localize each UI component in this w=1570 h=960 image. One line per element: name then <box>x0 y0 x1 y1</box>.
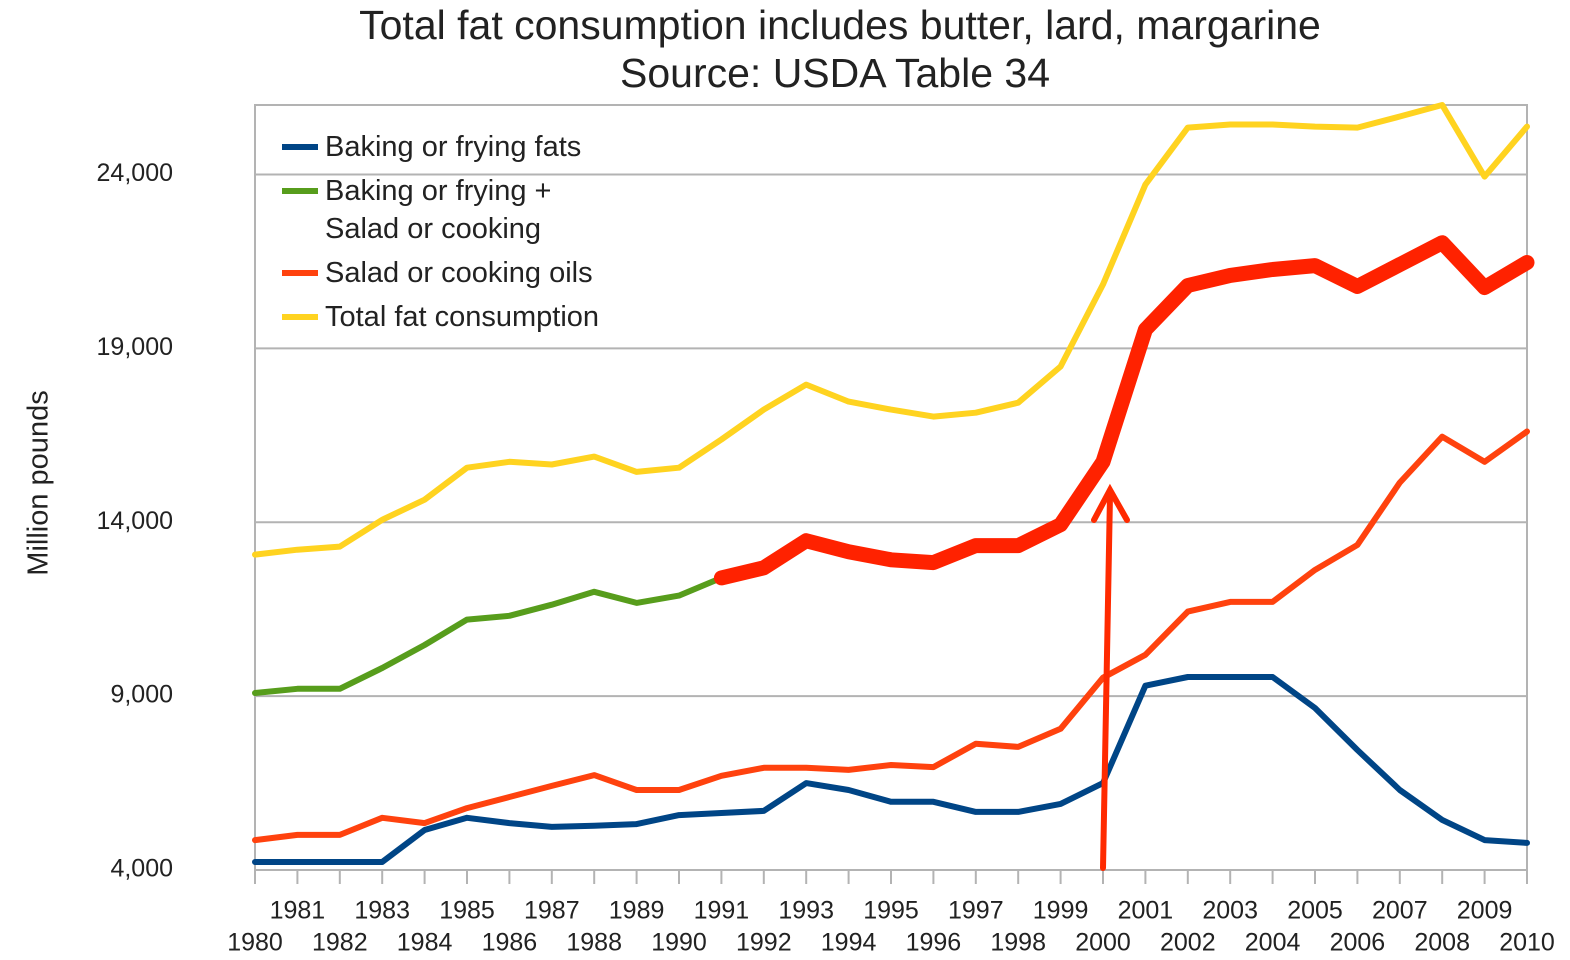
x-tick-label: 1993 <box>778 897 834 925</box>
legend: Baking or frying fats Baking or frying + … <box>280 128 599 342</box>
x-tick-label: 2007 <box>1372 897 1428 925</box>
legend-label: Baking or frying fats <box>325 131 582 163</box>
x-tick-label: 1999 <box>1033 897 1089 925</box>
legend-label: Total fat consumption <box>325 301 600 333</box>
x-tick-label: 2010 <box>1499 929 1555 957</box>
legend-label: Salad or cooking oils <box>325 257 593 289</box>
y-tick-label: 19,000 <box>97 333 173 361</box>
x-tick-label: 1998 <box>990 929 1046 957</box>
x-tick-label: 2002 <box>1160 929 1216 957</box>
y-tick-label: 9,000 <box>110 681 173 709</box>
series-line <box>252 428 1530 844</box>
x-tick-label: 1981 <box>270 897 326 925</box>
x-tick-label: 2004 <box>1245 929 1301 957</box>
x-tick-label: 1994 <box>821 929 877 957</box>
x-tick-label: 2005 <box>1287 897 1343 925</box>
legend-item: Baking or frying fats <box>280 128 599 166</box>
x-tick-label: 2009 <box>1457 897 1513 925</box>
legend-swatch <box>282 270 318 276</box>
arrow-head <box>1091 483 1130 523</box>
marks: 4,000 9,000 14,000 19,000 24,000 1980 1981 1982… <box>97 102 1555 957</box>
x-tick-label: 1989 <box>609 897 665 925</box>
x-tick-label: 1995 <box>863 897 919 925</box>
chart-subtitle: Source: USDA Table 34 <box>620 50 1050 96</box>
x-tick-label: 1983 <box>354 897 410 925</box>
x-tick-label: 2001 <box>1118 897 1174 925</box>
x-tick-label: 1986 <box>482 929 538 957</box>
x-tick-label: 1988 <box>566 929 622 957</box>
x-tick-label: 1992 <box>736 929 792 957</box>
x-tick-label: 1985 <box>439 897 495 925</box>
x-tick-label: 1987 <box>524 897 580 925</box>
series-line <box>252 674 1530 865</box>
legend-swatch <box>282 144 318 150</box>
legend-item: Baking or frying + Salad or cooking <box>280 172 599 248</box>
legend-swatch <box>282 314 318 320</box>
x-tick-label: 1980 <box>227 929 283 957</box>
series-line <box>252 102 1530 558</box>
x-tick-label: 1984 <box>397 929 453 957</box>
y-tick-label: 24,000 <box>97 159 173 187</box>
x-tick-label: 1990 <box>651 929 707 957</box>
x-tick-label: 2003 <box>1202 897 1258 925</box>
x-tick-label: 2000 <box>1075 929 1131 957</box>
x-tick-label: 1991 <box>694 897 750 925</box>
x-tick-label: 1982 <box>312 929 368 957</box>
legend-item: Salad or cooking oils <box>280 254 599 292</box>
x-tick-label: 1997 <box>948 897 1004 925</box>
arrow-shaft <box>1100 492 1113 871</box>
chart-title: Total fat consumption includes butter, l… <box>359 2 1321 48</box>
legend-swatch <box>282 188 318 194</box>
legend-item: Total fat consumption <box>280 298 599 336</box>
highlight-line <box>713 235 1535 586</box>
y-tick-label: 14,000 <box>97 507 173 535</box>
legend-label: Baking or frying + Salad or cooking <box>325 175 552 245</box>
y-tick-label: 4,000 <box>110 855 173 883</box>
arrow <box>1091 483 1130 871</box>
y-axis-label: Million pounds <box>23 390 55 575</box>
x-tick-label: 2008 <box>1414 929 1470 957</box>
x-tick-label: 1996 <box>906 929 962 957</box>
x-tick-label: 2006 <box>1330 929 1386 957</box>
